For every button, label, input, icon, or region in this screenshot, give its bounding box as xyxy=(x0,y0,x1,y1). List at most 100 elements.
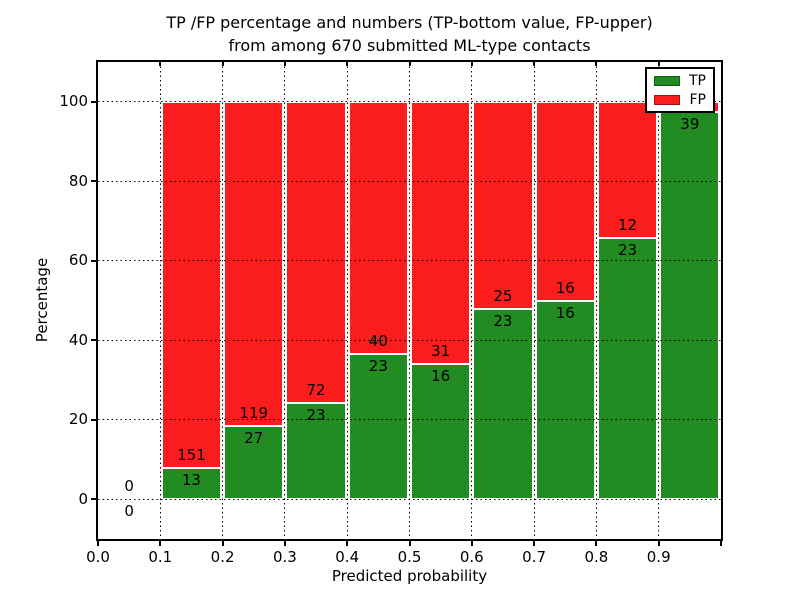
bar-count-label-tp: 23 xyxy=(368,357,388,376)
y-tick-label: 40 xyxy=(68,330,88,349)
x-tick-label: 0.6 xyxy=(459,548,484,566)
chart-title: TP /FP percentage and numbers (TP-bottom… xyxy=(96,11,723,57)
y-tick-label: 80 xyxy=(68,171,88,190)
x-tick xyxy=(221,541,224,546)
x-tick xyxy=(657,541,660,546)
bar-segment-fp xyxy=(411,101,471,365)
x-tick xyxy=(97,541,99,546)
top-tick xyxy=(159,62,162,66)
x-axis-label: Predicted probability xyxy=(331,567,488,585)
y-tick-label: 100 xyxy=(59,92,88,111)
bar-count-label-fp: 25 xyxy=(493,286,513,305)
y-tick xyxy=(91,418,96,421)
bar-segment-fp xyxy=(348,101,408,355)
bar-segment-tp xyxy=(411,364,471,500)
bar-segment-tp xyxy=(348,354,408,500)
legend-label-tp: TP xyxy=(689,72,706,89)
top-tick xyxy=(470,62,473,66)
bar-segment-tp xyxy=(535,300,595,500)
legend-item-fp: FP xyxy=(654,92,706,108)
bar-count-label-fp: 72 xyxy=(306,381,326,400)
y-tick xyxy=(91,259,96,262)
y-tick-label: 60 xyxy=(68,251,88,270)
gridline-vertical xyxy=(284,62,286,539)
bar-count-label-fp: 151 xyxy=(177,445,206,464)
bar-segment-tp xyxy=(286,403,346,500)
bar-segment-tp xyxy=(224,425,284,500)
bar-count-label-tp: 23 xyxy=(618,241,638,260)
bar-segment-fp xyxy=(473,101,533,309)
x-tick-label: 0.8 xyxy=(584,548,609,566)
bar-count-label-tp: 16 xyxy=(555,303,575,322)
legend-label-fp: FP xyxy=(689,91,707,108)
y-tick xyxy=(91,100,96,103)
gridline-vertical xyxy=(159,62,161,539)
y-tick xyxy=(91,498,96,501)
x-tick xyxy=(283,541,286,546)
x-tick-label: 0.9 xyxy=(646,548,671,566)
x-tick xyxy=(470,541,473,546)
x-tick-label: 0.5 xyxy=(397,548,422,566)
bar-segment-fp xyxy=(597,101,658,239)
bar-labels-layer: 0 0 13 151 27 119 23 72 23 40 16 31 23 25 16 16 23 12 39 xyxy=(98,62,721,539)
x-tick-label: 0.1 xyxy=(148,548,173,566)
bar-count-label-tp: 27 xyxy=(244,428,264,447)
legend: TP FP xyxy=(645,67,715,113)
bar-count-label-tp: 39 xyxy=(680,114,700,133)
y-tick-label: 0 xyxy=(78,489,88,508)
bar-count-label-tp: 23 xyxy=(493,311,513,330)
gridline-vertical xyxy=(658,62,660,539)
top-tick xyxy=(221,62,224,66)
chart-title-line1: TP /FP percentage and numbers (TP-bottom… xyxy=(166,13,653,32)
gridline-vertical xyxy=(533,62,535,539)
top-tick xyxy=(283,62,286,66)
gridline-vertical xyxy=(409,62,410,539)
bar-count-label-tp: 16 xyxy=(431,367,451,386)
grid-layer xyxy=(98,62,721,539)
bar-count-label-fp: 119 xyxy=(239,403,269,422)
x-tick-label: 0.3 xyxy=(272,548,297,566)
y-axis-label: Percentage xyxy=(33,257,51,343)
bar-segment-fp xyxy=(535,101,595,301)
bar-count-label-tp: 13 xyxy=(181,470,201,489)
bar-segment-tp xyxy=(161,467,222,500)
gridline-vertical xyxy=(222,62,224,539)
bar-segment-tp xyxy=(597,238,658,500)
x-tick xyxy=(595,541,598,546)
x-tick xyxy=(408,541,411,546)
top-tick xyxy=(408,62,411,66)
bar-segment-fp xyxy=(161,101,222,468)
x-tick-label: 0.4 xyxy=(335,548,360,566)
gridline-vertical xyxy=(346,62,348,539)
gridline-vertical xyxy=(471,62,473,539)
top-tick xyxy=(533,62,536,66)
x-tick-label: 0.7 xyxy=(522,548,547,566)
bar-segment-fp xyxy=(224,101,284,426)
top-tick xyxy=(657,62,660,66)
bar-count-label-tp: 23 xyxy=(306,406,326,425)
fp-color-swatch-icon xyxy=(654,94,680,105)
y-tick xyxy=(91,339,96,342)
legend-item-tp: TP xyxy=(654,73,706,89)
x-tick-label: 0.2 xyxy=(210,548,235,566)
x-tick xyxy=(346,541,349,546)
bar-count-label-tp: 0 xyxy=(124,502,134,521)
top-tick xyxy=(595,62,598,66)
chart-title-line2: from among 670 submitted ML-type contact… xyxy=(228,36,591,55)
plot-area: 0 0 13 151 27 119 23 72 23 40 16 31 23 25 16 16 23 12 39 0… xyxy=(33,60,723,585)
bar-segment-fp xyxy=(286,101,346,404)
tp-color-swatch-icon xyxy=(654,75,680,86)
bar-count-label-fp: 40 xyxy=(368,332,388,351)
top-tick xyxy=(346,62,349,66)
x-tick xyxy=(533,541,536,546)
bar-segment-tp xyxy=(660,111,720,500)
bars-layer xyxy=(98,62,721,539)
bar-count-label-fp: 12 xyxy=(618,216,638,235)
bar-count-label-fp: 31 xyxy=(431,342,451,361)
bar-count-label-fp: 16 xyxy=(555,278,575,297)
x-tick xyxy=(720,541,722,546)
ticks-layer: 0.0 0.1 0.2 0.3 0.4 0.5 0.6 0.7 0.8 0.9 0 20 40 60 80 1… xyxy=(59,62,722,566)
y-tick-label: 20 xyxy=(68,410,88,429)
y-tick xyxy=(91,180,96,183)
